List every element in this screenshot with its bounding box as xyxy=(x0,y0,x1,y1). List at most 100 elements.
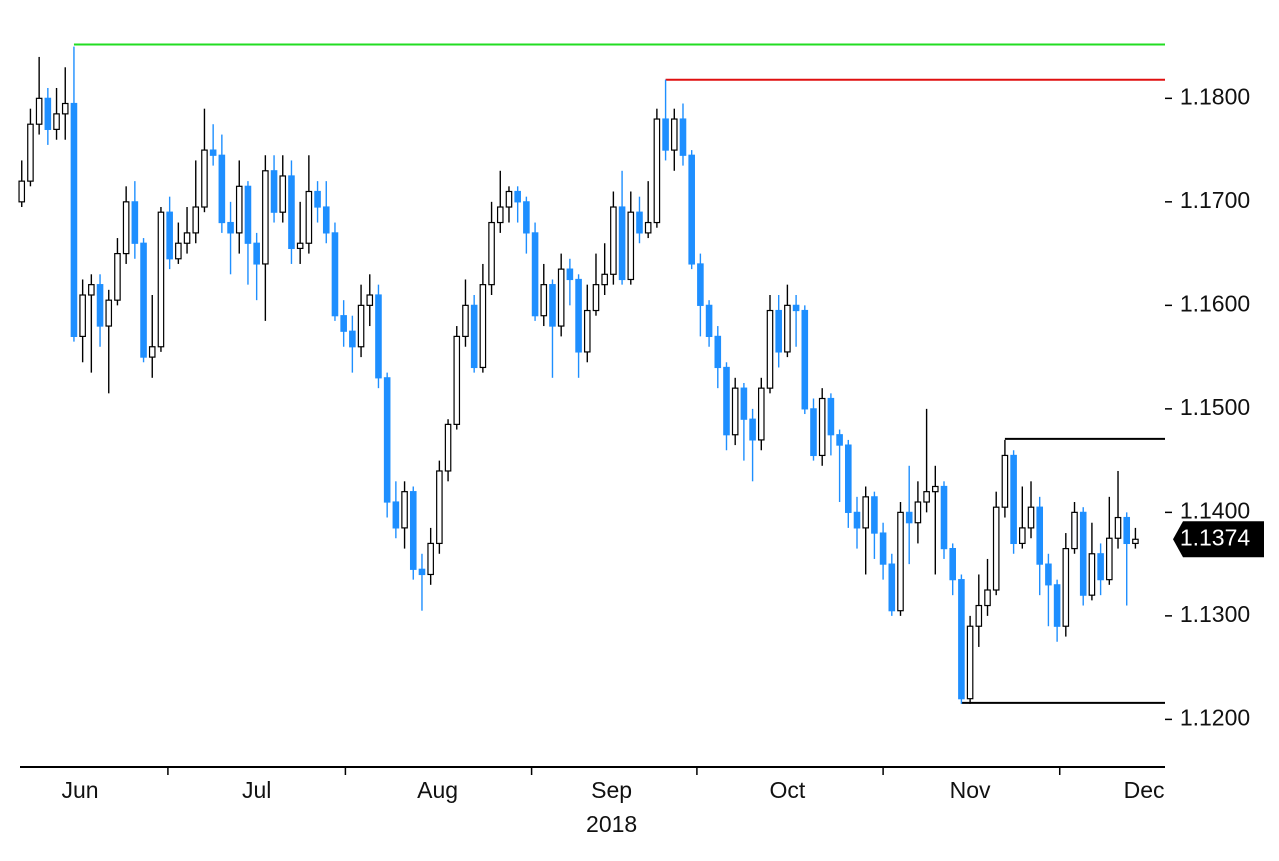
candle-body xyxy=(705,304,713,338)
candle-body xyxy=(383,377,391,503)
candle-body xyxy=(679,118,687,156)
y-tick-label: 1.1800 xyxy=(1180,83,1250,109)
candle-body xyxy=(270,170,278,213)
candle-body xyxy=(392,501,400,529)
candle-body xyxy=(1071,511,1078,550)
candle-body xyxy=(949,547,957,581)
candle-body xyxy=(418,568,426,576)
candle-body xyxy=(818,397,826,457)
candle-body xyxy=(479,284,487,369)
candle-body xyxy=(827,397,835,436)
x-tick-label: Aug xyxy=(417,777,458,803)
candle-body xyxy=(897,511,904,612)
candle-body xyxy=(218,154,226,224)
candle-body xyxy=(923,491,930,503)
y-tick-label: 1.1300 xyxy=(1180,601,1250,627)
candle-body xyxy=(958,579,965,700)
candle-body xyxy=(53,113,60,130)
candle-body xyxy=(975,604,983,627)
candle-body xyxy=(879,532,887,565)
candle-body xyxy=(714,335,722,369)
candle-body xyxy=(1027,506,1035,529)
y-tick-label: 1.1400 xyxy=(1180,497,1250,523)
candle-body xyxy=(253,242,260,265)
candle-body xyxy=(401,491,408,529)
x-tick-label: Jul xyxy=(242,777,271,803)
candle-body xyxy=(140,242,147,358)
candle-body xyxy=(61,102,69,115)
x-tick-label: Sep xyxy=(591,777,632,803)
candle-body xyxy=(114,252,121,301)
candle-body xyxy=(357,304,365,348)
candle-body xyxy=(575,278,582,353)
candle-body xyxy=(836,434,843,446)
candle-body xyxy=(618,206,626,281)
candle-body xyxy=(1088,553,1096,596)
candle-body xyxy=(697,263,704,306)
candle-body xyxy=(157,211,165,348)
candle-body xyxy=(35,97,43,125)
candle-body xyxy=(70,102,78,338)
candle-body xyxy=(131,201,139,244)
candle-body xyxy=(810,408,817,457)
candle-body xyxy=(557,268,565,327)
candle-body xyxy=(905,511,913,524)
candle-body xyxy=(984,589,991,607)
candle-body xyxy=(636,211,643,234)
candle-body xyxy=(175,242,182,260)
candle-body xyxy=(27,123,34,182)
candle-body xyxy=(1114,516,1122,539)
candle-body xyxy=(653,118,661,224)
candle-body xyxy=(932,485,939,493)
candle-body xyxy=(888,563,896,612)
candle-body xyxy=(775,309,782,353)
candle-body xyxy=(853,511,861,529)
candle-body xyxy=(583,309,591,353)
candle-body xyxy=(331,232,339,317)
candle-body xyxy=(201,149,208,208)
candle-body xyxy=(845,444,852,513)
candle-body xyxy=(288,175,295,250)
last-price-tag xyxy=(1173,521,1264,558)
candle-body xyxy=(183,232,191,244)
candle-body xyxy=(740,387,748,420)
candle-body xyxy=(549,284,556,327)
candle-body xyxy=(436,470,443,545)
candle-body xyxy=(192,206,200,234)
candle-body xyxy=(505,190,513,208)
candle-body xyxy=(88,284,95,296)
x-tick-label: Jun xyxy=(61,777,98,803)
candle-body xyxy=(966,625,974,700)
candle-body xyxy=(1079,511,1087,596)
candle-body xyxy=(862,496,869,529)
candle-body xyxy=(1062,547,1070,627)
candle-body xyxy=(1132,538,1139,545)
candle-body xyxy=(801,309,809,410)
candle-body xyxy=(1036,506,1044,565)
y-tick-label: 1.1200 xyxy=(1180,704,1250,730)
x-tick-label: Nov xyxy=(950,777,991,803)
candle-body xyxy=(209,149,217,156)
candle-body xyxy=(514,190,521,203)
candle-body xyxy=(244,185,252,244)
candle-body xyxy=(488,221,495,286)
candle-body xyxy=(470,304,478,369)
candle-body xyxy=(296,242,304,250)
candle-body xyxy=(349,330,356,348)
candle-body xyxy=(322,206,330,234)
y-tick-label: 1.1500 xyxy=(1180,394,1250,420)
candle-body xyxy=(79,294,86,338)
candle-body xyxy=(444,423,452,472)
candle-body xyxy=(662,118,669,151)
candle-body xyxy=(1106,537,1113,581)
candle-body xyxy=(1045,563,1052,586)
candle-body xyxy=(592,284,600,312)
candle-body xyxy=(122,201,130,255)
candle-body xyxy=(1010,454,1017,545)
candle-body xyxy=(1097,553,1104,581)
candle-body xyxy=(462,304,469,338)
candle-body xyxy=(427,542,434,576)
candle-body xyxy=(723,366,730,436)
candle-body xyxy=(523,201,530,234)
